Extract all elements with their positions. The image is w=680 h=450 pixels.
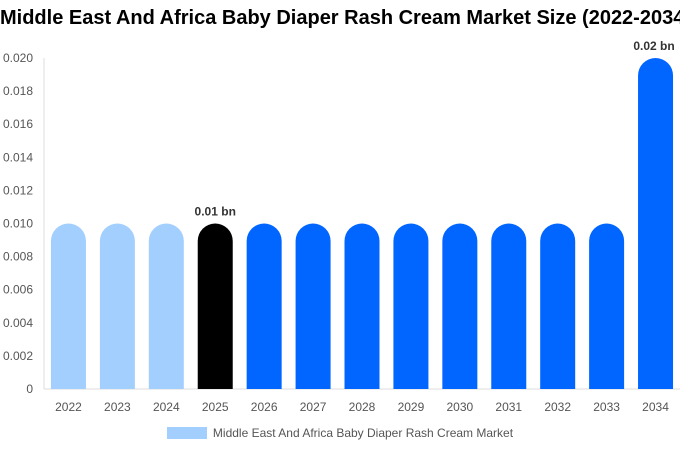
x-tick-label: 2024 — [153, 400, 180, 414]
bar-2025 — [197, 223, 233, 389]
y-tick-label: 0.012 — [3, 183, 33, 197]
y-tick-label: 0.014 — [3, 150, 33, 164]
bar-2030 — [442, 223, 478, 389]
x-tick-label: 2032 — [544, 400, 571, 414]
x-tick-label: 2026 — [251, 400, 278, 414]
x-tick-label: 2023 — [104, 400, 131, 414]
bar-2032 — [540, 223, 576, 389]
bar-2023 — [99, 223, 135, 389]
bar-2024 — [148, 223, 184, 389]
legend-label: Middle East And Africa Baby Diaper Rash … — [212, 426, 514, 440]
bar-2026 — [246, 223, 282, 389]
x-tick-label: 2034 — [642, 400, 669, 414]
y-tick-label: 0.008 — [3, 250, 33, 264]
y-tick-label: 0.002 — [3, 349, 33, 363]
x-tick-label: 2033 — [593, 400, 620, 414]
y-tick-label: 0.016 — [3, 117, 33, 131]
x-tick-label: 2030 — [446, 400, 473, 414]
bar-2022 — [50, 223, 86, 389]
y-tick-label: 0.018 — [3, 84, 33, 98]
y-tick-label: 0 — [26, 382, 33, 396]
x-tick-label: 2029 — [398, 400, 425, 414]
data-label: 0.02 bn — [633, 39, 674, 53]
bar-2027 — [295, 223, 331, 389]
x-tick-label: 2031 — [495, 400, 522, 414]
bar-2029 — [393, 223, 429, 389]
legend: Middle East And Africa Baby Diaper Rash … — [0, 426, 680, 440]
bar-2031 — [491, 223, 527, 389]
x-tick-label: 2028 — [349, 400, 376, 414]
y-tick-label: 0.020 — [3, 51, 33, 65]
y-tick-label: 0.004 — [3, 316, 33, 330]
y-tick-label: 0.006 — [3, 283, 33, 297]
legend-swatch — [166, 427, 207, 439]
x-tick-label: 2025 — [202, 400, 229, 414]
x-tick-label: 2022 — [55, 400, 82, 414]
x-tick-label: 2027 — [300, 400, 327, 414]
y-tick-label: 0.010 — [3, 217, 33, 231]
bar-2033 — [589, 223, 625, 389]
bar-2028 — [344, 223, 380, 389]
bar-2034 — [638, 58, 674, 389]
data-label: 0.01 bn — [195, 205, 236, 219]
chart-title: Middle East And Africa Baby Diaper Rash … — [0, 7, 680, 29]
